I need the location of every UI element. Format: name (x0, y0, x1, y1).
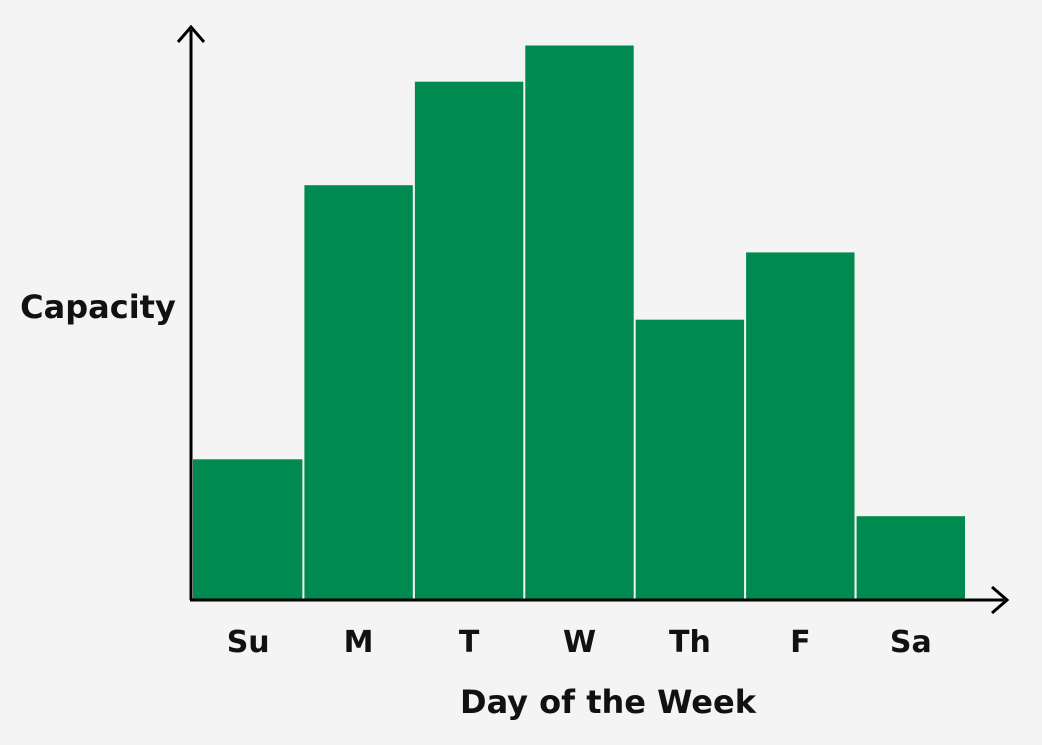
bars-group (193, 45, 965, 599)
x-axis-arrowhead (991, 585, 1010, 615)
x-tick-label-t: T (459, 625, 480, 660)
x-tick-label-f: F (790, 625, 811, 660)
y-axis-label: Capacity (20, 288, 176, 326)
bar-w (525, 45, 634, 599)
x-axis-label: Day of the Week (460, 683, 757, 721)
x-tick-label-m: M (344, 625, 374, 660)
x-tick-label-su: Su (227, 625, 270, 660)
x-tick-labels: Su M T W Th F Sa (227, 625, 932, 660)
bar-su (193, 459, 303, 599)
x-tick-label-th: Th (669, 625, 711, 660)
y-axis-arrowhead (176, 24, 206, 43)
bar-sa (856, 516, 965, 599)
bar-m (304, 185, 413, 599)
bar-t (414, 81, 524, 599)
x-tick-label-w: W (563, 625, 596, 660)
bar-th (635, 319, 745, 599)
axes-group (176, 24, 1010, 615)
bar-f (746, 252, 855, 599)
x-tick-label-sa: Sa (890, 625, 932, 660)
